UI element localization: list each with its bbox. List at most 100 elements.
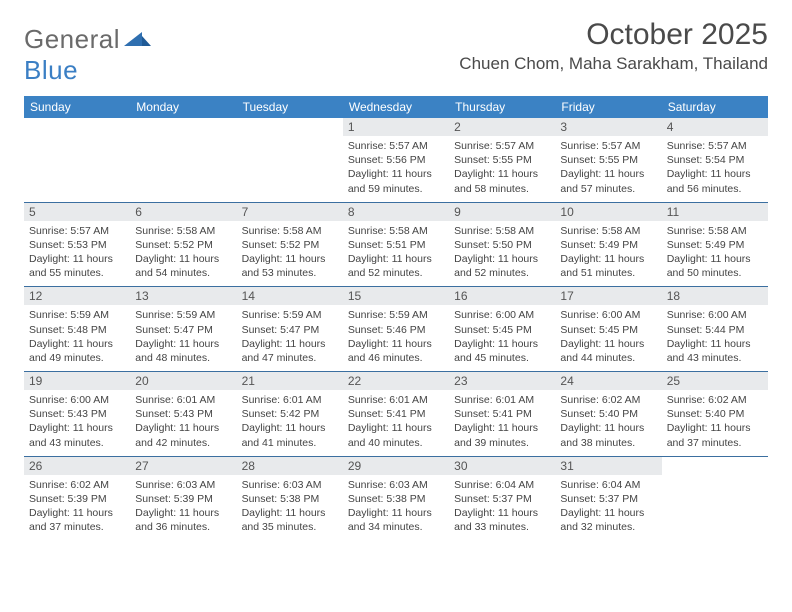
day-number: 4: [662, 118, 768, 136]
day-number: 30: [449, 457, 555, 475]
day-details: Sunrise: 6:04 AMSunset: 5:37 PMDaylight:…: [555, 475, 661, 541]
empty-day: [24, 118, 130, 136]
day-number: 22: [343, 372, 449, 390]
day-details: Sunrise: 5:59 AMSunset: 5:47 PMDaylight:…: [237, 305, 343, 371]
day-details: Sunrise: 5:57 AMSunset: 5:55 PMDaylight:…: [555, 136, 661, 202]
day-cell: 20Sunrise: 6:01 AMSunset: 5:43 PMDayligh…: [130, 372, 236, 456]
day-details: Sunrise: 6:01 AMSunset: 5:43 PMDaylight:…: [130, 390, 236, 456]
weekday-header: Friday: [555, 96, 661, 118]
day-cell: 4Sunrise: 5:57 AMSunset: 5:54 PMDaylight…: [662, 118, 768, 202]
day-details: Sunrise: 5:58 AMSunset: 5:50 PMDaylight:…: [449, 221, 555, 287]
day-cell: 27Sunrise: 6:03 AMSunset: 5:39 PMDayligh…: [130, 457, 236, 541]
day-number: 29: [343, 457, 449, 475]
day-number: 25: [662, 372, 768, 390]
weekday-header: Thursday: [449, 96, 555, 118]
day-details: Sunrise: 6:03 AMSunset: 5:38 PMDaylight:…: [237, 475, 343, 541]
day-details: Sunrise: 6:01 AMSunset: 5:42 PMDaylight:…: [237, 390, 343, 456]
day-details: Sunrise: 6:01 AMSunset: 5:41 PMDaylight:…: [449, 390, 555, 456]
week-row: 5Sunrise: 5:57 AMSunset: 5:53 PMDaylight…: [24, 203, 768, 288]
day-cell: 2Sunrise: 5:57 AMSunset: 5:55 PMDaylight…: [449, 118, 555, 202]
day-number: 6: [130, 203, 236, 221]
day-cell: 23Sunrise: 6:01 AMSunset: 5:41 PMDayligh…: [449, 372, 555, 456]
day-details: Sunrise: 6:02 AMSunset: 5:40 PMDaylight:…: [555, 390, 661, 456]
day-cell: 1Sunrise: 5:57 AMSunset: 5:56 PMDaylight…: [343, 118, 449, 202]
day-number: 1: [343, 118, 449, 136]
empty-day: [237, 118, 343, 136]
title-block: October 2025 Chuen Chom, Maha Sarakham, …: [459, 18, 768, 74]
day-cell: 31Sunrise: 6:04 AMSunset: 5:37 PMDayligh…: [555, 457, 661, 541]
weekday-header: Tuesday: [237, 96, 343, 118]
weekday-header: Saturday: [662, 96, 768, 118]
day-details: Sunrise: 6:04 AMSunset: 5:37 PMDaylight:…: [449, 475, 555, 541]
day-details: Sunrise: 6:02 AMSunset: 5:40 PMDaylight:…: [662, 390, 768, 456]
day-number: 28: [237, 457, 343, 475]
day-details: Sunrise: 6:00 AMSunset: 5:43 PMDaylight:…: [24, 390, 130, 456]
day-cell: 10Sunrise: 5:58 AMSunset: 5:49 PMDayligh…: [555, 203, 661, 287]
day-cell: 11Sunrise: 5:58 AMSunset: 5:49 PMDayligh…: [662, 203, 768, 287]
day-details: Sunrise: 6:00 AMSunset: 5:45 PMDaylight:…: [555, 305, 661, 371]
day-cell: 3Sunrise: 5:57 AMSunset: 5:55 PMDaylight…: [555, 118, 661, 202]
day-details: Sunrise: 5:58 AMSunset: 5:52 PMDaylight:…: [237, 221, 343, 287]
day-number: 2: [449, 118, 555, 136]
week-row: 19Sunrise: 6:00 AMSunset: 5:43 PMDayligh…: [24, 372, 768, 457]
day-cell: 9Sunrise: 5:58 AMSunset: 5:50 PMDaylight…: [449, 203, 555, 287]
day-cell: 19Sunrise: 6:00 AMSunset: 5:43 PMDayligh…: [24, 372, 130, 456]
day-number: 10: [555, 203, 661, 221]
empty-day: [130, 118, 236, 136]
header: GeneralBlue October 2025 Chuen Chom, Mah…: [24, 18, 768, 86]
logo-word-general: General: [24, 24, 120, 54]
day-details: Sunrise: 6:01 AMSunset: 5:41 PMDaylight:…: [343, 390, 449, 456]
day-cell: 13Sunrise: 5:59 AMSunset: 5:47 PMDayligh…: [130, 287, 236, 371]
day-cell: [237, 118, 343, 202]
day-details: Sunrise: 5:59 AMSunset: 5:47 PMDaylight:…: [130, 305, 236, 371]
day-number: 27: [130, 457, 236, 475]
day-number: 31: [555, 457, 661, 475]
weekday-header: Sunday: [24, 96, 130, 118]
day-cell: 14Sunrise: 5:59 AMSunset: 5:47 PMDayligh…: [237, 287, 343, 371]
day-cell: 22Sunrise: 6:01 AMSunset: 5:41 PMDayligh…: [343, 372, 449, 456]
day-details: Sunrise: 5:58 AMSunset: 5:49 PMDaylight:…: [555, 221, 661, 287]
day-number: 17: [555, 287, 661, 305]
day-number: 12: [24, 287, 130, 305]
logo-mark-icon: [124, 30, 152, 48]
day-number: 24: [555, 372, 661, 390]
day-details: Sunrise: 5:57 AMSunset: 5:56 PMDaylight:…: [343, 136, 449, 202]
day-cell: 25Sunrise: 6:02 AMSunset: 5:40 PMDayligh…: [662, 372, 768, 456]
day-cell: 17Sunrise: 6:00 AMSunset: 5:45 PMDayligh…: [555, 287, 661, 371]
logo: GeneralBlue: [24, 24, 152, 86]
logo-text: GeneralBlue: [24, 24, 152, 86]
day-number: 11: [662, 203, 768, 221]
day-number: 8: [343, 203, 449, 221]
day-cell: 21Sunrise: 6:01 AMSunset: 5:42 PMDayligh…: [237, 372, 343, 456]
weekday-header: Monday: [130, 96, 236, 118]
day-cell: 28Sunrise: 6:03 AMSunset: 5:38 PMDayligh…: [237, 457, 343, 541]
location: Chuen Chom, Maha Sarakham, Thailand: [459, 54, 768, 74]
day-details: Sunrise: 5:59 AMSunset: 5:46 PMDaylight:…: [343, 305, 449, 371]
weeks-container: 1Sunrise: 5:57 AMSunset: 5:56 PMDaylight…: [24, 118, 768, 540]
day-number: 18: [662, 287, 768, 305]
day-number: 13: [130, 287, 236, 305]
day-details: Sunrise: 6:00 AMSunset: 5:45 PMDaylight:…: [449, 305, 555, 371]
day-cell: 26Sunrise: 6:02 AMSunset: 5:39 PMDayligh…: [24, 457, 130, 541]
day-number: 15: [343, 287, 449, 305]
day-number: 21: [237, 372, 343, 390]
day-number: 9: [449, 203, 555, 221]
day-cell: 12Sunrise: 5:59 AMSunset: 5:48 PMDayligh…: [24, 287, 130, 371]
day-number: 23: [449, 372, 555, 390]
day-cell: 18Sunrise: 6:00 AMSunset: 5:44 PMDayligh…: [662, 287, 768, 371]
week-row: 26Sunrise: 6:02 AMSunset: 5:39 PMDayligh…: [24, 457, 768, 541]
day-cell: 7Sunrise: 5:58 AMSunset: 5:52 PMDaylight…: [237, 203, 343, 287]
day-number: 3: [555, 118, 661, 136]
day-cell: [662, 457, 768, 541]
day-number: 20: [130, 372, 236, 390]
day-number: 5: [24, 203, 130, 221]
day-cell: 15Sunrise: 5:59 AMSunset: 5:46 PMDayligh…: [343, 287, 449, 371]
day-cell: 8Sunrise: 5:58 AMSunset: 5:51 PMDaylight…: [343, 203, 449, 287]
day-cell: [24, 118, 130, 202]
day-details: Sunrise: 5:57 AMSunset: 5:53 PMDaylight:…: [24, 221, 130, 287]
day-details: Sunrise: 6:00 AMSunset: 5:44 PMDaylight:…: [662, 305, 768, 371]
day-details: Sunrise: 5:58 AMSunset: 5:52 PMDaylight:…: [130, 221, 236, 287]
weekday-header-row: SundayMondayTuesdayWednesdayThursdayFrid…: [24, 96, 768, 118]
week-row: 1Sunrise: 5:57 AMSunset: 5:56 PMDaylight…: [24, 118, 768, 203]
day-cell: 30Sunrise: 6:04 AMSunset: 5:37 PMDayligh…: [449, 457, 555, 541]
